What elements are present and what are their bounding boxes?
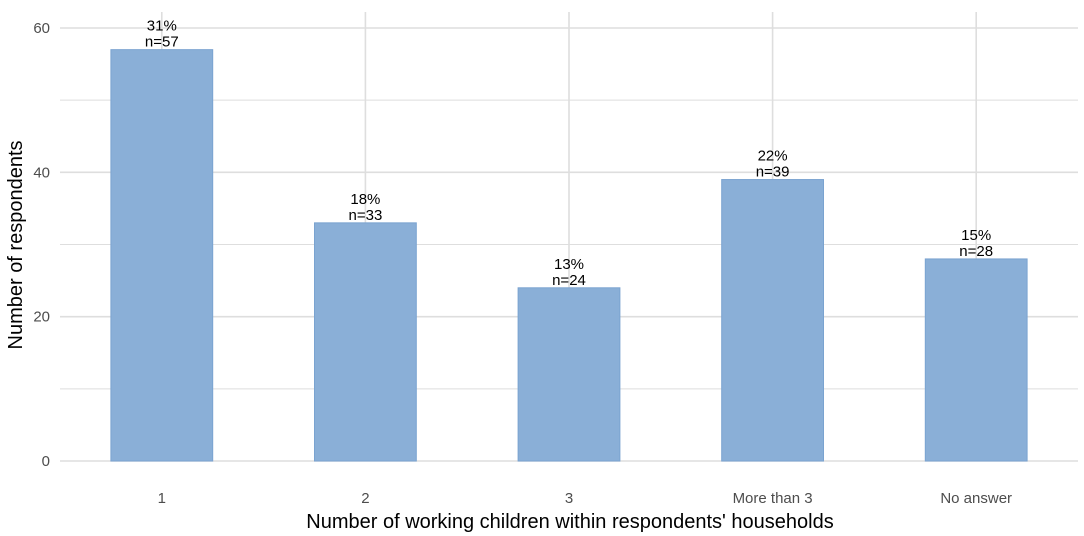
x-tick-label: 2 bbox=[361, 490, 369, 507]
pct-label: 31% bbox=[147, 18, 177, 35]
x-tick-label: More than 3 bbox=[733, 490, 813, 507]
n-label: n=33 bbox=[349, 207, 383, 224]
y-tick-label: 20 bbox=[33, 309, 50, 326]
pct-label: 15% bbox=[961, 227, 991, 244]
bar-2 bbox=[314, 222, 417, 462]
n-label: n=28 bbox=[959, 243, 993, 260]
x-tick-label: 1 bbox=[158, 490, 166, 507]
pct-label: 18% bbox=[350, 191, 380, 208]
n-label: n=57 bbox=[145, 34, 179, 51]
data-labels: 31%n=57 18%n=33 13%n=24 22%n=39 15%n=28 bbox=[145, 18, 993, 289]
y-tick-label: 60 bbox=[33, 20, 50, 37]
x-tick-label: No answer bbox=[940, 490, 1012, 507]
bar-more-than-3 bbox=[721, 179, 825, 462]
x-axis-title: Number of working children within respon… bbox=[306, 511, 833, 533]
bar-no-answer bbox=[924, 258, 1028, 462]
pct-label: 13% bbox=[554, 256, 584, 273]
x-tick-label: 3 bbox=[565, 490, 573, 507]
y-tick-label: 0 bbox=[42, 453, 50, 470]
bar-3 bbox=[517, 287, 621, 462]
n-label: n=39 bbox=[756, 164, 790, 181]
bars bbox=[110, 49, 1028, 462]
pct-label: 22% bbox=[758, 148, 788, 165]
y-tick-label: 40 bbox=[33, 164, 50, 181]
y-axis-ticks: 0 20 40 60 bbox=[33, 20, 50, 470]
x-axis-ticks: 1 2 3 More than 3 No answer bbox=[158, 490, 1012, 507]
n-label: n=24 bbox=[552, 272, 586, 289]
y-axis-title: Number of respondents bbox=[5, 140, 27, 349]
bar-1 bbox=[110, 49, 214, 462]
